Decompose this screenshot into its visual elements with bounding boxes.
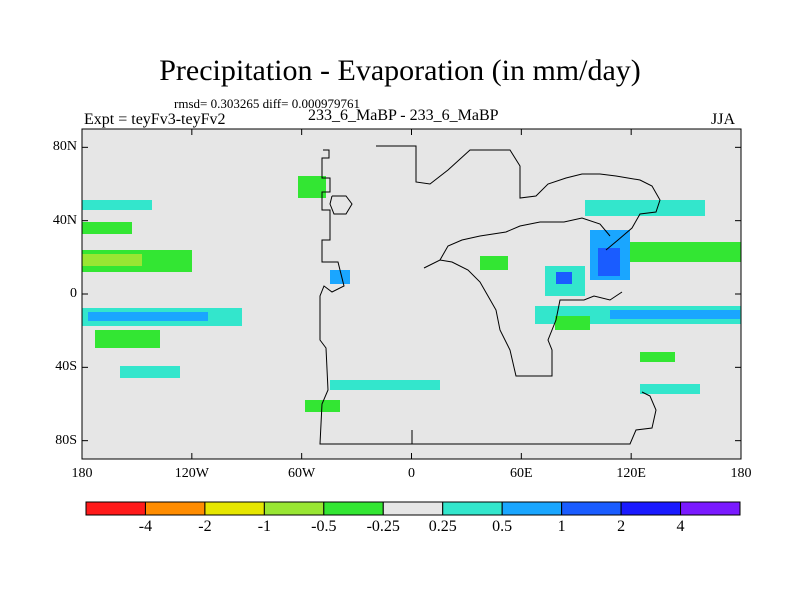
outline-middle-east [439, 217, 611, 261]
patch-north-wet [82, 200, 152, 210]
patch-n-atlantic [298, 176, 326, 198]
runs-label: 233_6_MaBP - 233_6_MaBP [308, 107, 499, 124]
lat-tick-label: 40S [55, 359, 77, 375]
lon-tick-label: 60E [510, 466, 533, 481]
outline-americas [319, 149, 413, 445]
patch-india-core [556, 272, 572, 284]
patch-asia-wet-core [598, 248, 620, 276]
colorbar-label: -0.5 [311, 518, 337, 535]
patch-southern-ocean [330, 380, 440, 390]
colorbar-label: -0.25 [366, 518, 400, 535]
patch-sa-wet [330, 270, 350, 284]
outline-africa [423, 259, 623, 377]
lat-tick-label: 80N [52, 139, 77, 155]
colorbar-label: 0.5 [492, 518, 513, 535]
anomaly-patches [82, 176, 741, 412]
patch-south-band-core [88, 312, 208, 321]
lon-tick-label: 0 [408, 466, 415, 481]
continent-outlines [319, 145, 661, 445]
lat-tick-label: 80S [55, 432, 77, 448]
colorbar-label: 1 [557, 518, 566, 535]
patch-south-band-east-core [610, 310, 740, 319]
colorbar-label: 0.25 [428, 518, 457, 535]
colorbar-label: 2 [617, 518, 626, 535]
figure-title: Precipitation - Evaporation (in mm/day) [159, 54, 641, 87]
lon-tick-label: 60W [288, 466, 316, 481]
map-background [82, 129, 741, 459]
colorbar-label: -1 [257, 518, 272, 535]
patch-africa-dry [480, 256, 508, 270]
patch-se-dry [640, 352, 675, 362]
outline-greenland [329, 195, 353, 215]
season-label: JJA [711, 111, 736, 128]
patch-indian-ocean-dry [555, 316, 590, 330]
patch-asia-dry [620, 242, 741, 262]
lon-tick-label: 120E [616, 466, 646, 481]
experiment-label: Expt = teyFv3-teyFv2 [84, 111, 226, 128]
colorbar-label: -4 [138, 518, 153, 535]
stats-text: rmsd= 0.303265 diff= 0.000979761 [174, 96, 360, 111]
patch-nw-dry [82, 222, 132, 234]
lon-tick-label: 120W [174, 466, 209, 481]
colorbar-label: -2 [198, 518, 212, 535]
patch-north-dry-core [82, 254, 142, 266]
outline-antarctica [411, 391, 657, 445]
lat-tick-label: 40N [52, 212, 77, 228]
lon-tick-label: 180 [730, 466, 752, 481]
patch-southern-ocean-e [640, 384, 700, 394]
lat-tick-label: 0 [70, 286, 77, 301]
patch-antarctic-dry [305, 400, 340, 412]
colorbar-label: 4 [676, 518, 685, 535]
patch-ne-wet [585, 200, 705, 216]
lon-tick-label: 180 [71, 466, 93, 481]
patch-south-wet [120, 366, 180, 378]
outline-eurasia-north [376, 145, 661, 251]
axis-ticks [81, 129, 742, 459]
patch-sw-dry [95, 330, 160, 348]
